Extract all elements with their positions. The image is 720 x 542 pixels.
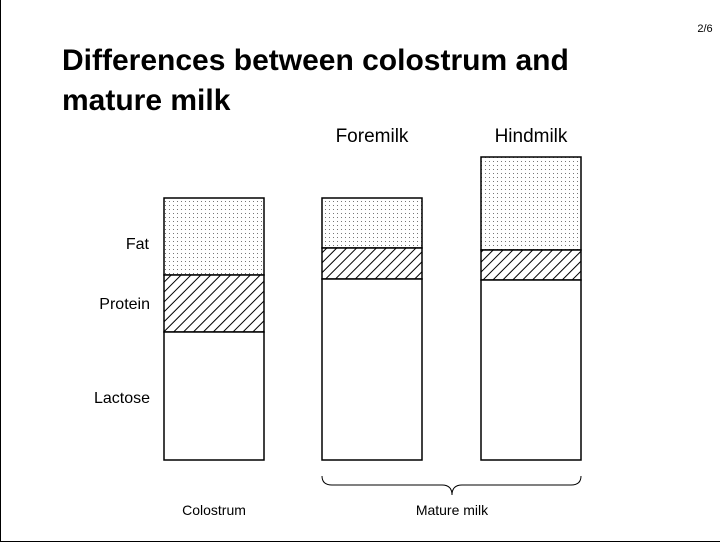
hindmilk-bar xyxy=(480,156,582,461)
page-number: 2/6 xyxy=(697,23,712,35)
protein-segment xyxy=(480,249,582,281)
protein-segment xyxy=(321,247,423,280)
fat-segment xyxy=(321,197,423,249)
component-label: Fat xyxy=(126,236,150,253)
title-line: Differences between colostrum and xyxy=(62,44,569,77)
fat-segment xyxy=(163,197,265,276)
column-header: Hindmilk xyxy=(495,126,568,147)
lactose-segment xyxy=(321,278,423,461)
group-label: Colostrum xyxy=(182,502,246,518)
lactose-segment xyxy=(480,279,582,461)
brace xyxy=(321,475,582,496)
fat-segment xyxy=(480,156,582,251)
colostrum-bar xyxy=(163,197,265,461)
group-label: Mature milk xyxy=(416,502,489,518)
protein-segment xyxy=(163,274,265,333)
component-label: Protein xyxy=(99,296,150,313)
column-header: Foremilk xyxy=(336,126,409,147)
component-label: Lactose xyxy=(94,390,150,407)
title-line: mature milk xyxy=(62,84,231,117)
lactose-segment xyxy=(163,331,265,461)
foremilk-bar xyxy=(321,197,423,461)
